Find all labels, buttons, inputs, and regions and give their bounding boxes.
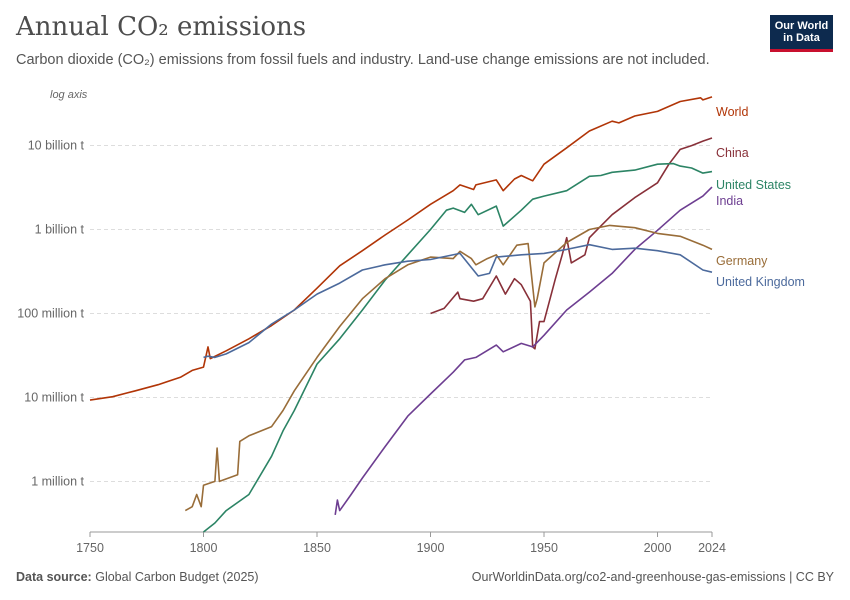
y-tick-label: 100 million t: [17, 307, 84, 321]
data-source: Data source: Global Carbon Budget (2025): [16, 570, 259, 584]
y-tick-label: 1 million t: [31, 474, 84, 488]
data-source-text[interactable]: Global Carbon Budget (2025): [95, 570, 259, 584]
x-tick-label: 1950: [530, 541, 558, 555]
axis-note: log axis: [50, 89, 88, 101]
series-line-world: [89, 96, 713, 401]
series-label-india: India: [716, 194, 743, 208]
x-tick-label: 1850: [303, 541, 331, 555]
data-source-label: Data source:: [16, 570, 92, 584]
owid-logo[interactable]: Our World in Data: [770, 15, 833, 52]
series-label-united-kingdom: United Kingdom: [716, 275, 805, 289]
series-line-united-kingdom: [203, 243, 713, 359]
y-tick-label: 1 billion t: [35, 223, 85, 237]
series-label-world: World: [716, 105, 748, 119]
series-label-germany: Germany: [716, 254, 768, 268]
y-tick-label: 10 million t: [24, 390, 84, 404]
line-chart: log axis 1 million t 10 million t 100 milli…: [17, 89, 805, 555]
y-tick-label: 10 billion t: [28, 139, 85, 153]
series-label-united-states: United States: [716, 178, 791, 192]
page-title: Annual CO₂ emissions: [16, 12, 307, 42]
series-line-india: [334, 186, 713, 516]
x-tick-label: 1900: [417, 541, 445, 555]
x-tick-label: 2000: [644, 541, 672, 555]
series-line-united-states: [203, 162, 713, 533]
footer-link[interactable]: OurWorldinData.org/co2-and-greenhouse-ga…: [471, 570, 834, 584]
x-tick-label: 2024: [698, 541, 726, 555]
x-tick-label: 1800: [190, 541, 218, 555]
series-line-china: [430, 137, 713, 350]
x-tick-label: 1750: [76, 541, 104, 555]
chart-subtitle: Carbon dioxide (CO₂) emissions from foss…: [16, 52, 710, 68]
series-label-china: China: [716, 146, 749, 160]
